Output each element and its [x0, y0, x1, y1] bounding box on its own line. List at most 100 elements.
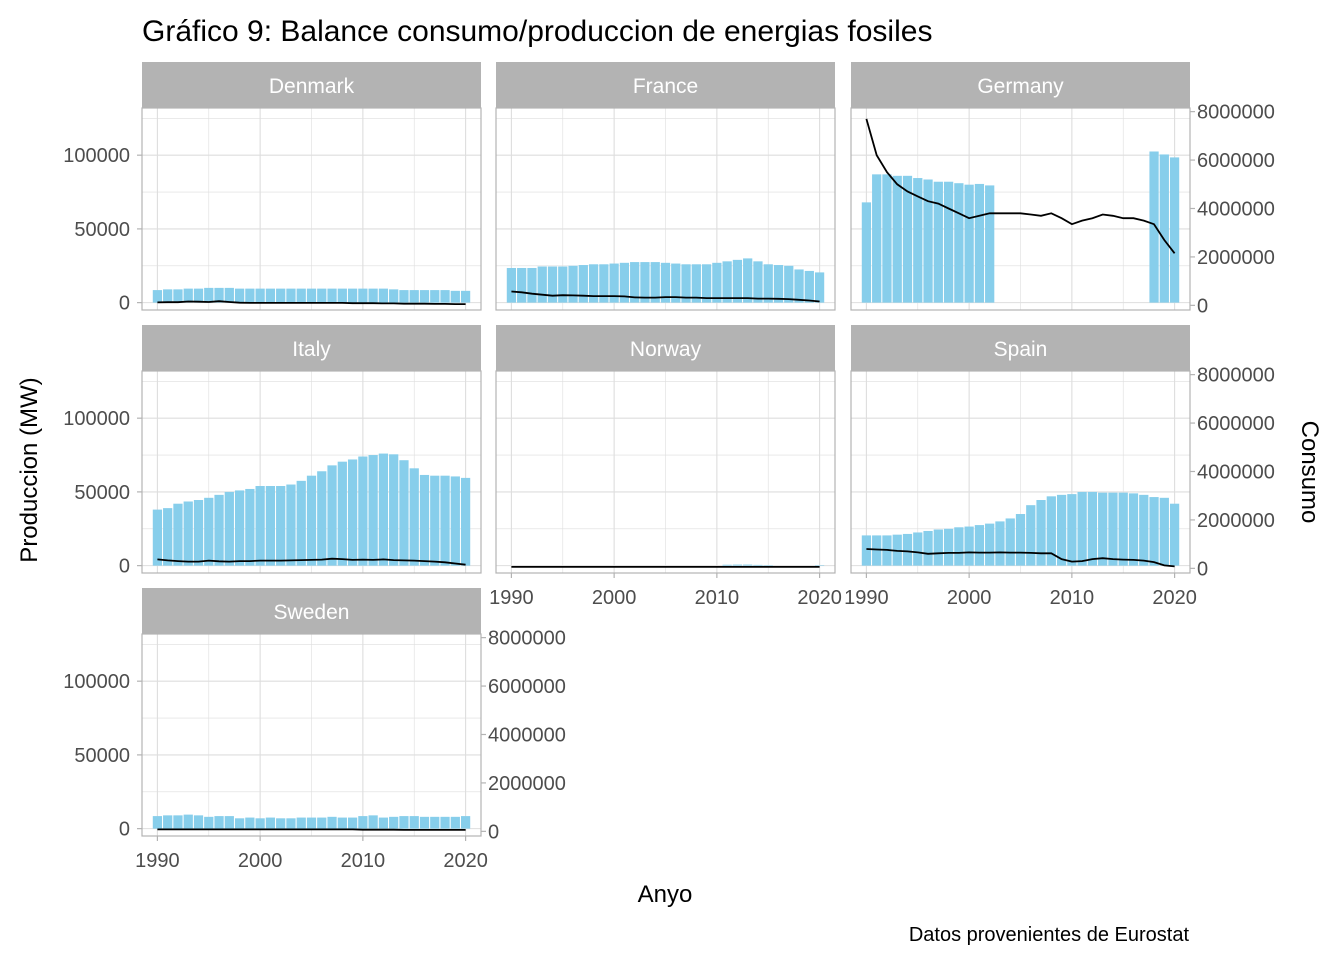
bar — [214, 287, 224, 303]
bar — [368, 815, 378, 829]
series-line-consumo — [511, 290, 820, 303]
bar — [568, 265, 578, 303]
bar — [265, 486, 276, 566]
series-line-consumo — [865, 118, 1176, 254]
bar — [784, 265, 794, 303]
bar — [193, 288, 204, 303]
bar — [985, 185, 995, 303]
x-tick-label: 2010 — [341, 850, 386, 872]
bar — [306, 817, 317, 829]
facet-strip — [142, 588, 481, 634]
bar — [296, 480, 306, 566]
bar — [506, 267, 517, 303]
y-tick-label-right: 4000000 — [1197, 198, 1275, 220]
y-tick-label-right: 6000000 — [1197, 150, 1275, 172]
y-tick-label-right: 0 — [488, 821, 499, 843]
bar — [358, 816, 368, 829]
bar — [1139, 494, 1149, 566]
bar — [1056, 494, 1067, 566]
x-tick-label: 2020 — [797, 587, 842, 609]
bar — [1118, 492, 1128, 566]
bar — [317, 471, 327, 566]
bar — [440, 290, 450, 303]
facet-strip-label: Sweden — [274, 601, 350, 624]
bar — [347, 817, 358, 829]
y-tick-label: 50000 — [74, 219, 130, 241]
bar — [234, 288, 245, 303]
bar — [193, 500, 204, 566]
bar — [173, 815, 183, 829]
facet-strip — [851, 62, 1190, 108]
bar — [276, 818, 286, 829]
bar — [773, 265, 784, 303]
y-tick-label-right: 6000000 — [488, 676, 566, 698]
bar — [245, 288, 255, 303]
bar — [753, 261, 763, 303]
bar — [358, 288, 368, 303]
y-tick-label: 100000 — [63, 408, 130, 430]
y-tick-label-right: 6000000 — [1197, 413, 1275, 435]
bar — [224, 287, 234, 303]
bar — [933, 529, 943, 566]
bar — [399, 816, 409, 829]
bar — [440, 475, 450, 566]
bar — [347, 288, 358, 303]
bar — [440, 816, 450, 829]
bar — [234, 818, 245, 829]
bar — [204, 287, 214, 303]
bar — [296, 817, 306, 829]
bar — [163, 815, 173, 829]
y-tick-label: 50000 — [74, 482, 130, 504]
bar — [640, 262, 650, 303]
bar — [701, 264, 712, 303]
bar — [327, 816, 337, 829]
bar — [450, 290, 460, 303]
bar — [537, 266, 547, 303]
bar — [995, 521, 1005, 566]
bar — [317, 817, 327, 829]
bar — [152, 816, 163, 829]
bar — [882, 174, 892, 303]
bar — [913, 532, 923, 566]
bar — [923, 530, 933, 566]
bar — [861, 535, 872, 566]
bar — [814, 565, 825, 566]
bar — [619, 262, 630, 303]
bar — [430, 475, 440, 566]
bar — [1005, 518, 1015, 566]
x-tick-label: 2010 — [695, 587, 740, 609]
bar — [378, 817, 389, 829]
facet-strip-label: Spain — [994, 338, 1048, 361]
bar — [245, 488, 255, 566]
bar — [378, 453, 389, 566]
bar — [306, 288, 317, 303]
bar — [1087, 491, 1098, 566]
y-tick-label-right: 8000000 — [1197, 102, 1275, 124]
bar — [954, 183, 964, 303]
bar — [1149, 151, 1159, 303]
panel-italy: Italy 0 50000 100000 — [63, 325, 482, 578]
panel-spain: Spain 0 2000000 4000000 6000000 8000000 1990 20… — [844, 325, 1275, 609]
bar — [630, 262, 640, 303]
bar — [763, 565, 773, 566]
y-tick-label-right: 8000000 — [1197, 365, 1275, 387]
bar — [943, 181, 954, 303]
y-tick-label-right: 8000000 — [488, 628, 566, 650]
bar — [902, 175, 913, 303]
bar — [872, 535, 882, 566]
bar — [650, 262, 660, 303]
bar — [317, 288, 327, 303]
bar — [419, 816, 430, 829]
bar — [691, 264, 701, 303]
bar — [588, 264, 599, 303]
bar — [460, 477, 471, 566]
bar — [964, 526, 974, 566]
bar — [255, 818, 265, 829]
chart-caption: Datos provenientes de Eurostat — [909, 924, 1190, 946]
bar — [558, 266, 568, 303]
bar — [265, 817, 276, 829]
bar — [204, 816, 214, 829]
x-tick-label: 2000 — [592, 587, 637, 609]
bar — [712, 262, 722, 303]
bar — [276, 486, 286, 566]
